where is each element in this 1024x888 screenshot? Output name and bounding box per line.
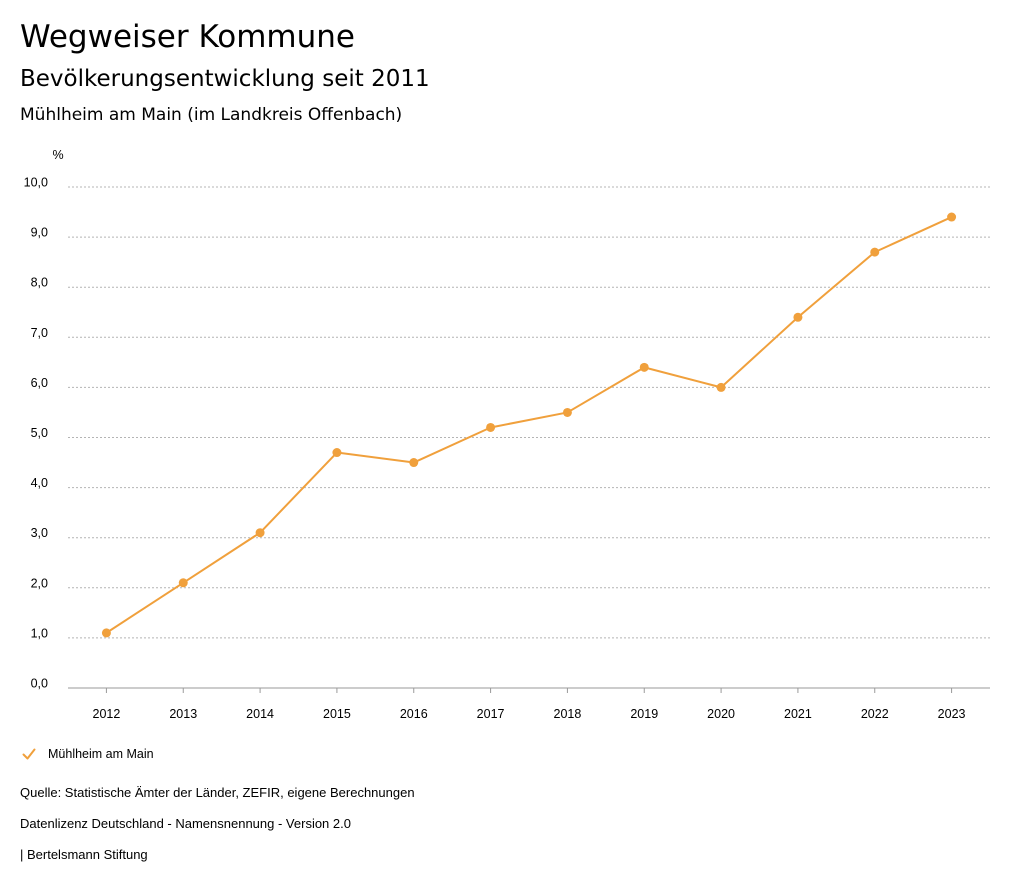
data-point[interactable]	[486, 422, 496, 432]
x-tick-label: 2016	[400, 707, 428, 721]
data-point[interactable]	[793, 312, 803, 322]
x-tick-label: 2015	[323, 707, 351, 721]
y-axis-ticks: 0,0 1,0 2,0 3,0 4,0 5,0 6,0 7,0 8,0 9,0 10,0	[24, 176, 48, 691]
checkmark-icon	[22, 748, 36, 760]
x-tick-label: 2014	[246, 707, 274, 721]
x-tick-label: 2023	[938, 707, 966, 721]
data-point[interactable]	[716, 382, 726, 392]
brand-note: | Bertelsmann Stiftung	[20, 847, 148, 862]
region-label: Mühlheim am Main (im Landkreis Offenbach…	[20, 105, 403, 125]
x-tick-label: 2017	[477, 707, 505, 721]
y-axis-unit-label: %	[52, 148, 63, 162]
x-tick-label: 2021	[784, 707, 812, 721]
data-point[interactable]	[639, 362, 649, 372]
license-note: Datenlizenz Deutschland - Namensnennung …	[20, 816, 351, 831]
x-tick-label: 2013	[169, 707, 197, 721]
y-tick-label: 1,0	[31, 626, 48, 640]
data-points	[101, 212, 957, 638]
data-point[interactable]	[409, 458, 419, 468]
y-tick-label: 7,0	[31, 326, 48, 340]
data-point[interactable]	[562, 407, 572, 417]
x-tick-label: 2019	[630, 707, 658, 721]
chart-title: Wegweiser Kommune	[20, 19, 355, 55]
x-tick-label: 2020	[707, 707, 735, 721]
y-tick-label: 2,0	[31, 576, 48, 590]
y-tick-label: 5,0	[31, 426, 48, 440]
x-tick-label: 2018	[554, 707, 582, 721]
data-point[interactable]	[870, 247, 880, 257]
legend-item[interactable]: Mühlheim am Main	[22, 744, 154, 764]
data-point[interactable]	[101, 628, 111, 638]
x-tick-label: 2012	[93, 707, 121, 721]
y-tick-label: 0,0	[31, 677, 48, 691]
source-note: Quelle: Statistische Ämter der Länder, Z…	[20, 785, 415, 800]
data-point[interactable]	[178, 578, 188, 588]
y-tick-label: 9,0	[31, 226, 48, 240]
legend-label: Mühlheim am Main	[48, 747, 154, 761]
data-point[interactable]	[947, 212, 957, 222]
x-tick-label: 2022	[861, 707, 889, 721]
y-tick-label: 4,0	[31, 476, 48, 490]
x-axis-ticks: 2012 2013 2014 2015 2016 2017 2018 2019 2020 2021…	[93, 688, 966, 721]
y-tick-label: 10,0	[24, 176, 48, 190]
grid-lines	[68, 186, 990, 689]
line-chart: % 0,0 1,0 2,0 3,0 4,0 5,0 6,0 7,0 8,0 9,0 10,0 201…	[24, 148, 990, 721]
y-tick-label: 3,0	[31, 526, 48, 540]
y-tick-label: 6,0	[31, 376, 48, 390]
y-tick-label: 8,0	[31, 276, 48, 290]
chart-subtitle: Bevölkerungsentwicklung seit 2011	[20, 66, 430, 92]
data-point[interactable]	[332, 448, 342, 458]
series-line	[105, 216, 952, 634]
data-point[interactable]	[255, 528, 265, 538]
series-line-muehlheim	[105, 216, 952, 634]
